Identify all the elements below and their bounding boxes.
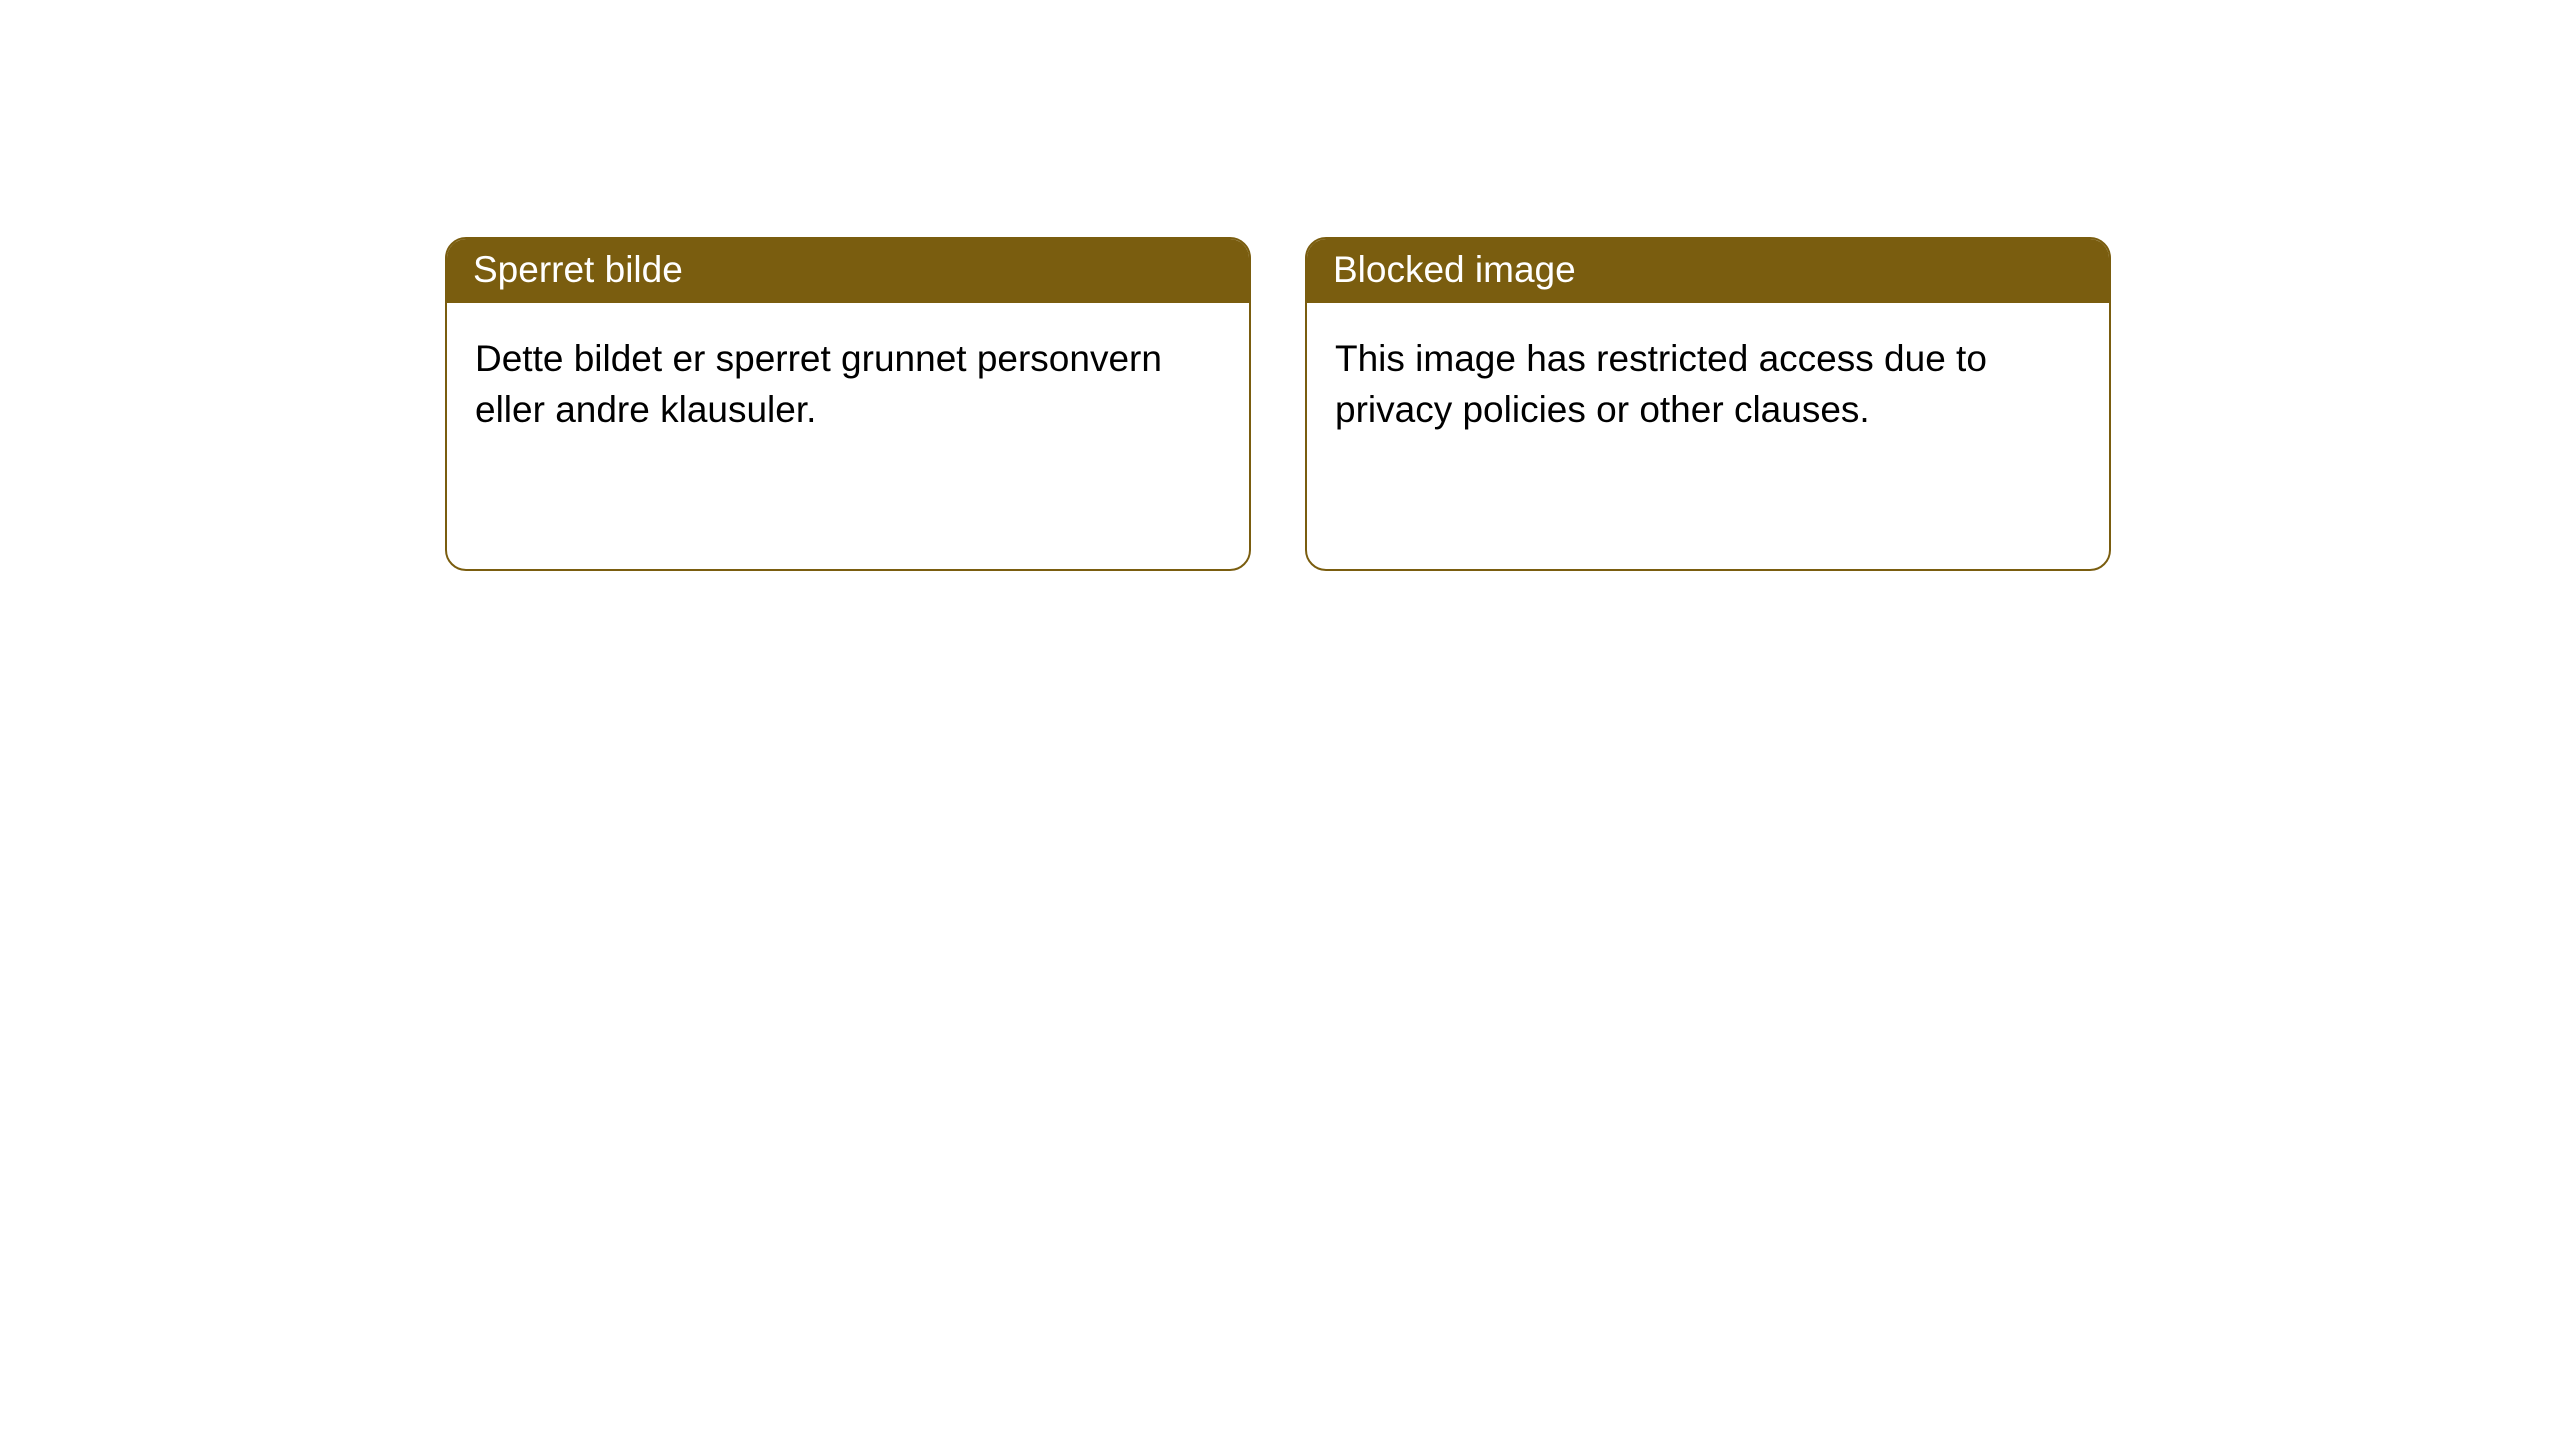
notice-body: Dette bildet er sperret grunnet personve…	[447, 303, 1249, 465]
notice-card-norwegian: Sperret bilde Dette bildet er sperret gr…	[445, 237, 1251, 571]
notice-body: This image has restricted access due to …	[1307, 303, 2109, 465]
notice-container: Sperret bilde Dette bildet er sperret gr…	[0, 0, 2560, 571]
notice-header: Blocked image	[1307, 239, 2109, 303]
notice-card-english: Blocked image This image has restricted …	[1305, 237, 2111, 571]
notice-header: Sperret bilde	[447, 239, 1249, 303]
